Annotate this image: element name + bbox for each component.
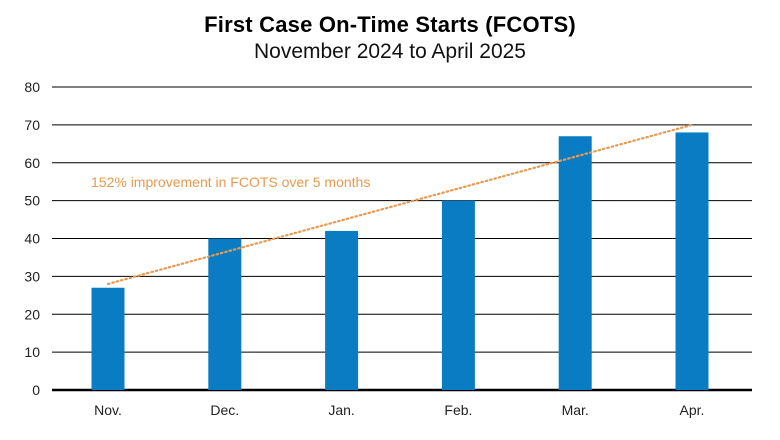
y-tick-label: 0 (32, 382, 40, 398)
trendline (106, 123, 694, 286)
y-tick-label: 60 (24, 155, 40, 171)
x-tick-label: Apr. (680, 402, 705, 418)
x-tick-label: Dec. (210, 402, 239, 418)
y-tick-label: 50 (24, 193, 40, 209)
x-tick-label: Jan. (328, 402, 354, 418)
x-tick-label: Mar. (562, 402, 589, 418)
y-tick-label: 70 (24, 117, 40, 133)
bars (91, 132, 709, 390)
bar (441, 200, 475, 390)
y-tick-label: 40 (24, 231, 40, 247)
bar (675, 132, 709, 390)
bar (208, 238, 242, 390)
bar (91, 287, 125, 390)
bar (325, 230, 359, 390)
y-tick-label: 30 (24, 268, 40, 284)
x-axis-ticks: Nov. Dec. Jan. Feb. Mar. Apr. (94, 402, 704, 418)
trendline-layer (106, 123, 694, 286)
bar (558, 136, 592, 390)
y-tick-label: 10 (24, 344, 40, 360)
y-tick-label: 80 (24, 79, 40, 95)
gridlines (52, 86, 752, 392)
y-axis-ticks: 0 10 20 30 40 50 60 70 80 (24, 79, 40, 398)
chart-title: First Case On-Time Starts (FCOTS) (204, 12, 576, 37)
y-tick-label: 20 (24, 306, 40, 322)
improvement-annotation: 152% improvement in FCOTS over 5 months (91, 174, 370, 190)
x-tick-label: Nov. (94, 402, 122, 418)
chart-subtitle: November 2024 to April 2025 (253, 40, 526, 63)
x-tick-label: Feb. (444, 402, 472, 418)
